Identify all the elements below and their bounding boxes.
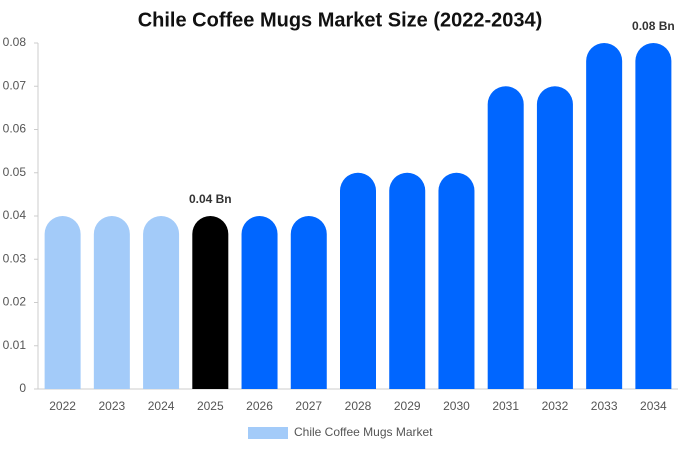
bar <box>241 216 278 389</box>
bar <box>192 216 229 389</box>
bar <box>389 172 426 389</box>
chart-title: Chile Coffee Mugs Market Size (2022-2034… <box>138 9 543 31</box>
legend-swatch <box>248 427 288 439</box>
x-tick-label: 2031 <box>492 399 519 413</box>
y-tick-label: 0.03 <box>3 251 27 265</box>
bar <box>143 216 180 389</box>
x-tick-label: 2034 <box>640 399 667 413</box>
x-tick-label: 2029 <box>394 399 421 413</box>
x-tick-label: 2024 <box>148 399 175 413</box>
y-tick-label: 0.02 <box>3 295 27 309</box>
x-tick-label: 2023 <box>98 399 125 413</box>
bar <box>635 43 672 389</box>
x-tick-label: 2025 <box>197 399 224 413</box>
x-tick-label: 2030 <box>443 399 470 413</box>
bar <box>586 43 623 389</box>
x-tick-label: 2027 <box>295 399 322 413</box>
bar <box>536 86 573 389</box>
x-tick-label: 2028 <box>345 399 372 413</box>
y-tick-label: 0.08 <box>3 35 27 49</box>
x-tick-label: 2026 <box>246 399 273 413</box>
y-tick-label: 0 <box>19 381 26 395</box>
bar <box>438 172 475 389</box>
bar <box>340 172 376 389</box>
data-label: 0.04 Bn <box>189 192 232 206</box>
y-tick-label: 0.06 <box>3 122 27 136</box>
legend-label: Chile Coffee Mugs Market <box>294 425 433 439</box>
x-tick-label: 2022 <box>49 399 76 413</box>
bar <box>290 216 327 389</box>
y-tick-label: 0.01 <box>3 338 27 352</box>
y-tick-label: 0.05 <box>3 165 27 179</box>
y-tick-label: 0.04 <box>3 208 27 222</box>
bar <box>44 215 81 389</box>
data-label: 0.08 Bn <box>632 19 675 33</box>
bar <box>93 216 130 389</box>
y-tick-label: 0.07 <box>3 78 27 92</box>
x-tick-label: 2032 <box>542 399 569 413</box>
bar <box>487 86 524 389</box>
x-tick-label: 2033 <box>591 399 618 413</box>
